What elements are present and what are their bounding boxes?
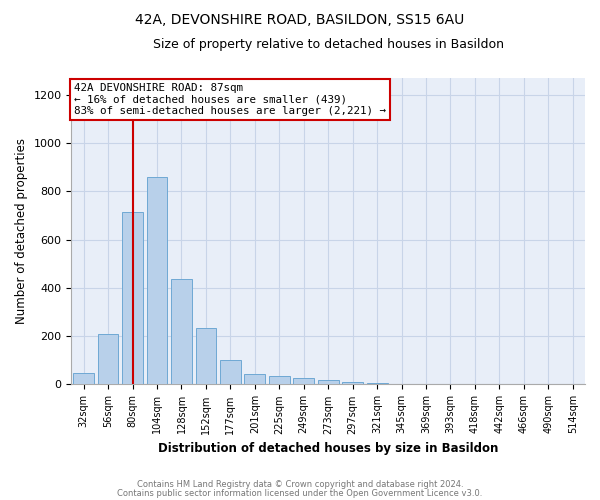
- Text: 42A DEVONSHIRE ROAD: 87sqm
← 16% of detached houses are smaller (439)
83% of sem: 42A DEVONSHIRE ROAD: 87sqm ← 16% of deta…: [74, 83, 386, 116]
- Bar: [367, 382, 388, 384]
- Bar: [269, 376, 290, 384]
- Bar: [318, 380, 338, 384]
- Text: Contains public sector information licensed under the Open Government Licence v3: Contains public sector information licen…: [118, 488, 482, 498]
- Bar: [146, 177, 167, 384]
- Bar: [122, 212, 143, 384]
- Bar: [244, 374, 265, 384]
- Bar: [98, 334, 118, 384]
- Text: 42A, DEVONSHIRE ROAD, BASILDON, SS15 6AU: 42A, DEVONSHIRE ROAD, BASILDON, SS15 6AU: [136, 12, 464, 26]
- Bar: [342, 382, 363, 384]
- Bar: [220, 360, 241, 384]
- Bar: [73, 373, 94, 384]
- Title: Size of property relative to detached houses in Basildon: Size of property relative to detached ho…: [153, 38, 504, 51]
- X-axis label: Distribution of detached houses by size in Basildon: Distribution of detached houses by size …: [158, 442, 499, 455]
- Bar: [171, 279, 192, 384]
- Bar: [196, 328, 217, 384]
- Y-axis label: Number of detached properties: Number of detached properties: [15, 138, 28, 324]
- Bar: [293, 378, 314, 384]
- Text: Contains HM Land Registry data © Crown copyright and database right 2024.: Contains HM Land Registry data © Crown c…: [137, 480, 463, 489]
